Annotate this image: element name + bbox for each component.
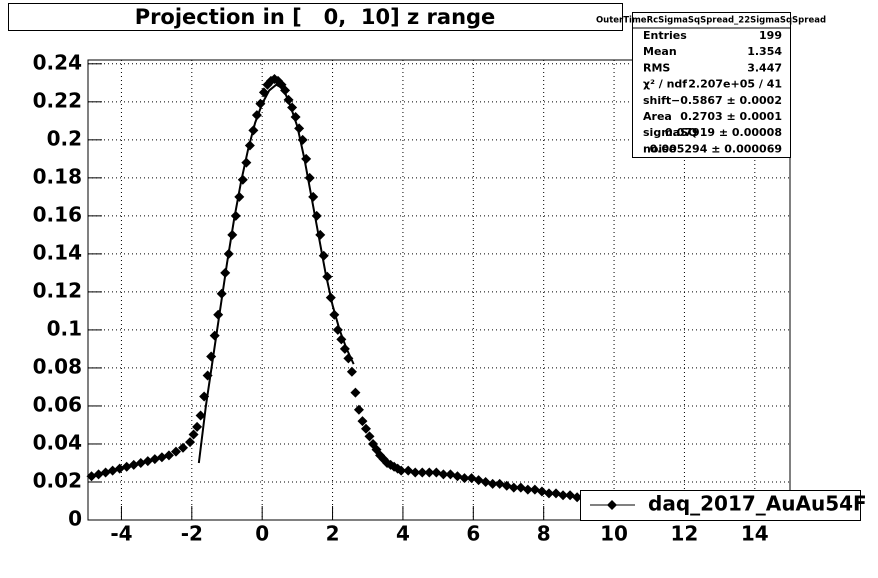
data-point xyxy=(360,423,371,434)
x-tick-label: -4 xyxy=(110,522,132,546)
data-point xyxy=(558,490,569,501)
data-point xyxy=(438,469,449,480)
data-point xyxy=(350,387,361,398)
stats-value: 0.2703 ± 0.0001 xyxy=(680,110,782,123)
x-tick-label: 14 xyxy=(741,522,769,546)
stats-value: 0.07919 ± 0.00008 xyxy=(665,126,782,139)
y-tick-label: 0.16 xyxy=(33,202,82,226)
data-point xyxy=(403,465,414,476)
data-point xyxy=(473,475,484,486)
data-point xyxy=(192,421,203,432)
stats-value: −0.5867 ± 0.0002 xyxy=(671,94,782,107)
x-tick-label: 8 xyxy=(537,522,551,546)
data-point xyxy=(100,467,111,478)
y-tick-label: 0.12 xyxy=(33,278,82,302)
stats-label: Mean xyxy=(643,45,677,58)
y-tick-label: 0.18 xyxy=(33,164,82,188)
data-point xyxy=(135,457,146,468)
data-point xyxy=(445,469,456,480)
legend-marker xyxy=(607,500,617,510)
x-tick-label: 12 xyxy=(671,522,699,546)
stats-label: Entries xyxy=(643,29,687,42)
stats-value: 2.207e+05 / 41 xyxy=(688,78,782,91)
x-tick-label: 0 xyxy=(255,522,269,546)
stats-label: Area xyxy=(643,110,672,123)
x-tick-label: 4 xyxy=(396,522,410,546)
data-point xyxy=(107,465,118,476)
data-point xyxy=(424,467,435,478)
data-point xyxy=(178,442,189,453)
data-point xyxy=(93,469,104,480)
legend-label: daq_2017_AuAu54F xyxy=(648,492,867,516)
data-point xyxy=(195,410,206,421)
x-tick-label: 2 xyxy=(326,522,340,546)
data-point xyxy=(431,467,442,478)
data-point xyxy=(346,366,357,377)
data-point xyxy=(185,437,196,448)
data-point xyxy=(452,471,463,482)
data-point xyxy=(410,467,421,478)
stats-title: OuterTimeRcSigmaSqSpread_22SigmaSqSpread xyxy=(596,16,826,26)
y-tick-label: 0.08 xyxy=(33,354,82,378)
data-point xyxy=(170,446,181,457)
data-point xyxy=(522,484,533,495)
data-point xyxy=(149,454,160,465)
data-point xyxy=(543,488,554,499)
x-tick-label: -2 xyxy=(181,522,203,546)
data-point xyxy=(364,431,375,442)
data-point xyxy=(142,456,153,467)
x-tick-label: 10 xyxy=(600,522,628,546)
stats-box xyxy=(632,12,791,158)
data-point xyxy=(565,490,576,501)
x-tick-label: 6 xyxy=(466,522,480,546)
data-point xyxy=(494,478,505,489)
data-point xyxy=(515,482,526,493)
stats-value: 3.447 xyxy=(747,61,782,74)
y-tick-label: 0 xyxy=(68,507,82,531)
y-tick-label: 0.04 xyxy=(33,430,82,454)
stats-value: 199 xyxy=(759,29,782,42)
data-point xyxy=(396,465,407,476)
data-point xyxy=(121,461,132,472)
stats-label: sigmaSQ xyxy=(643,126,697,139)
data-point xyxy=(551,488,561,499)
stats-label: RMS xyxy=(643,61,670,74)
data-point xyxy=(86,471,97,482)
data-point xyxy=(114,463,125,474)
y-tick-label: 0.06 xyxy=(33,392,82,416)
data-point xyxy=(501,480,512,491)
fit-line xyxy=(197,83,355,464)
data-point xyxy=(459,473,470,484)
data-point xyxy=(572,492,583,503)
stats-label: shift xyxy=(643,94,671,107)
y-tick-label: 0.2 xyxy=(47,126,82,150)
data-point xyxy=(357,416,368,427)
data-point xyxy=(417,467,428,478)
y-tick-label: 0.14 xyxy=(33,240,82,264)
data-point xyxy=(529,484,540,495)
stats-label: χ² / ndf xyxy=(643,78,687,91)
data-point xyxy=(508,482,519,493)
title-box xyxy=(8,3,623,31)
data-point xyxy=(156,452,167,463)
stats-value: 1.354 xyxy=(747,45,782,58)
y-tick-label: 0.24 xyxy=(33,50,82,74)
data-point xyxy=(163,450,174,461)
data-point xyxy=(480,476,491,487)
stats-label: noise xyxy=(643,142,676,155)
data-point xyxy=(188,429,199,440)
chart-title: Projection in [ 0, 10] z range xyxy=(135,5,496,29)
stats-value: 0.005294 ± 0.000069 xyxy=(650,142,782,155)
y-tick-label: 0.1 xyxy=(47,316,82,340)
y-tick-label: 0.02 xyxy=(33,468,82,492)
data-point xyxy=(466,473,477,484)
data-point xyxy=(536,486,547,497)
data-point xyxy=(353,404,364,415)
y-tick-label: 0.22 xyxy=(33,88,82,112)
data-point xyxy=(487,478,498,489)
data-point xyxy=(128,459,139,470)
